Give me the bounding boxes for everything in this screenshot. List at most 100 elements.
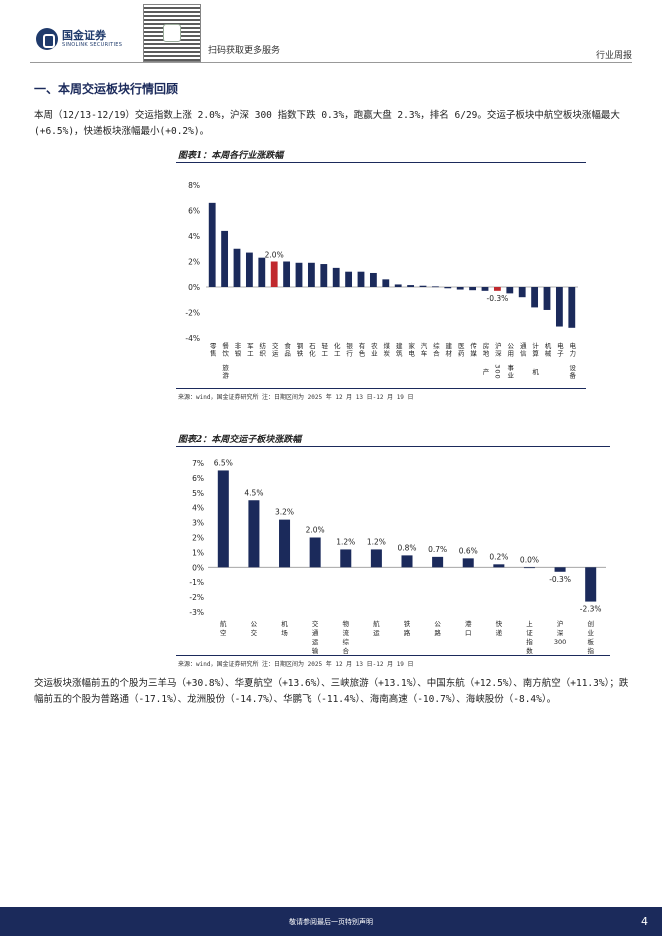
x-tick-label: 食品 [283,341,291,358]
bar-建材 [444,287,452,289]
bar-房地产 [481,287,489,291]
x-tick-label: 沪 [557,619,564,628]
y-tick-label: 7% [192,459,204,468]
x-tick-label: 运 [373,629,380,637]
bar-通信 [518,287,526,298]
x-tick-label: 煤炭 [382,341,390,358]
data-label-交通运输: 2.0% [306,526,325,535]
x-tick-label: 机械 [543,341,551,358]
bar-创业板指 [585,567,597,602]
figure1-title-rule [176,162,586,163]
x-tick-label: 轻工 [320,341,328,357]
x-tick-label: 电力 [568,341,576,358]
x-tick-label: 公 [251,620,258,628]
data-label-航空: 6.5% [214,458,233,467]
x-tick-label: 300 [493,364,501,379]
y-tick-label: 2% [188,258,200,267]
x-tick-label: 农业 [369,341,377,357]
x-tick-label: 指 [526,637,533,646]
x-tick-label: 运 [312,638,319,646]
y-tick-label: 4% [192,504,204,513]
x-tick-label: 通 [312,628,319,637]
x-tick-label: 铁 [404,619,411,628]
x-tick-label: 传媒 [469,341,477,358]
bar-电力设备 [568,287,576,328]
bar-轻工 [320,264,328,287]
brand-logo: 国金证券 SINOLINK SECURITIES [36,28,122,50]
x-tick-label: 医药 [456,342,464,358]
page-footer: 敬请参阅最后一页特别声明 4 [0,907,662,936]
data-label-快递: 0.2% [489,552,508,561]
data-label-创业板指: -2.3% [580,605,602,614]
x-tick-label: 合 [343,646,350,654]
bar-沪深300 [554,567,566,572]
bar-食品 [283,261,291,287]
bar-电子 [555,287,563,327]
y-tick-label: 0% [192,563,204,572]
qr-caption: 扫码获取更多服务 [208,46,281,56]
x-tick-label: 化工 [332,341,340,357]
bar-餐饮旅游 [221,230,229,287]
figure1-title: 图表1：本周各行业涨跌幅 [178,151,284,161]
x-tick-label: 电子 [555,341,563,357]
x-tick-label: 旅游 [221,363,229,380]
bar-石化 [307,262,315,287]
bar-煤炭 [382,279,390,287]
x-tick-label: 空 [220,628,227,637]
figure2-source: 来源：wind，国金证券研究所 注：日期区间为 2025 年 12 月 13 日… [178,661,414,668]
x-tick-label: 数 [526,646,533,654]
x-tick-label: 业 [587,628,594,637]
header-divider [30,62,632,63]
chart-subsector-returns: 7%6%5%4%3%2%1%0%-1%-2%-3%6.5%航空4.5%公交3.2… [189,458,606,654]
data-label-物流综合: 1.2% [336,537,355,546]
x-tick-label: 综合 [431,341,439,358]
bar-零售 [208,202,216,287]
bar-上证指数 [523,567,535,569]
y-tick-label: 1% [192,548,204,557]
bar-军工 [245,252,253,287]
y-tick-label: -2% [189,593,204,602]
bar-铁路 [401,555,413,568]
x-tick-label: 计算 [531,341,539,358]
x-tick-label: 口 [465,629,472,637]
x-tick-label: 交运 [270,341,278,358]
y-tick-label: -3% [189,608,204,617]
bar-公路 [432,556,444,568]
x-tick-label: 输 [312,646,319,654]
data-label-沪深300: -0.3% [487,294,509,303]
figure1-bottom-rule [176,388,586,389]
bar-汽车 [419,285,427,287]
bar-交通运输 [309,537,321,568]
y-tick-label: -4% [185,334,200,343]
data-label-公交: 4.5% [244,488,263,497]
page-number: 4 [641,915,648,928]
x-tick-label: 建筑 [394,341,402,358]
x-tick-label: 机 [531,367,539,376]
bar-医药 [456,287,464,290]
bar-快递 [493,564,505,568]
bar-传媒 [469,287,477,291]
y-tick-label: 6% [192,474,204,483]
bar-航运 [370,549,382,568]
y-tick-label: 3% [192,519,204,528]
bar-纺织 [258,257,266,287]
x-tick-label: 餐饮 [221,341,229,358]
x-tick-label: 快 [496,619,503,628]
bar-公用事业 [506,287,514,294]
x-tick-label: 产 [481,367,489,376]
bar-沪深300 [493,287,501,291]
x-tick-label: 交 [312,619,319,628]
bar-钢铁 [295,262,303,287]
brand-name-cn: 国金证券 [62,28,106,42]
bar-交运 [270,261,278,287]
bar-化工 [332,267,340,287]
y-tick-label: 0% [188,283,200,292]
x-tick-label: 场 [281,628,288,637]
x-tick-label: 事业 [506,363,514,379]
stock-movers-paragraph: 交运板块涨幅前五的个股为三羊马（+30.8%）、华夏航空（+13.6%）、三峡旅… [34,678,629,705]
x-tick-label: 公 [434,620,441,628]
bar-机械 [543,287,551,310]
bar-建筑 [394,284,402,287]
brand-name-en: SINOLINK SECURITIES [62,41,123,48]
x-tick-label: 建材 [444,341,452,357]
